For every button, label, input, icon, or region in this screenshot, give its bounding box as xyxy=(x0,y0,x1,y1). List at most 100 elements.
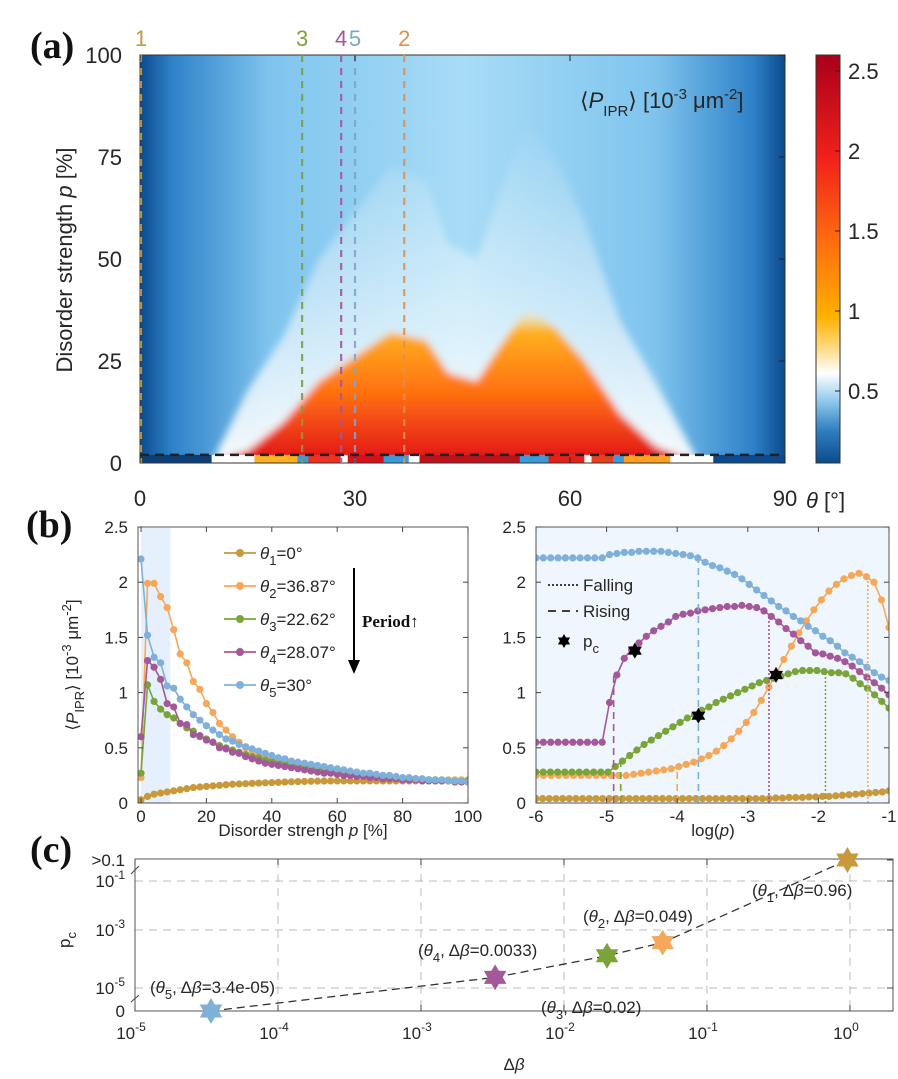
data-point xyxy=(742,718,750,727)
y-tick-label: 2 xyxy=(517,573,526,592)
data-point xyxy=(569,554,577,562)
data-point xyxy=(658,794,667,803)
x-tick-label: -1 xyxy=(881,807,896,826)
data-point xyxy=(327,764,335,772)
data-point xyxy=(778,794,787,802)
data-point xyxy=(539,768,547,776)
data-point xyxy=(613,671,621,679)
data-point xyxy=(832,792,840,800)
series-θ1 xyxy=(536,787,889,803)
data-point xyxy=(138,769,145,777)
heatmap-cell xyxy=(340,454,348,463)
y-tick-label: 0 xyxy=(110,451,122,476)
data-point xyxy=(209,726,217,734)
y-tick-label: 2 xyxy=(119,573,128,592)
data-point xyxy=(547,554,555,562)
data-point xyxy=(274,761,282,770)
data-point xyxy=(228,748,237,756)
data-point xyxy=(248,755,256,763)
data-point xyxy=(170,787,178,795)
data-point xyxy=(261,779,269,787)
data-point xyxy=(665,794,673,803)
x-tick-label: 60 xyxy=(328,807,347,826)
data-point xyxy=(755,679,763,687)
data-point xyxy=(585,794,593,803)
data-point xyxy=(255,747,263,755)
data-point xyxy=(647,736,655,744)
data-point xyxy=(605,794,613,803)
data-point xyxy=(804,622,812,630)
data-point xyxy=(183,721,191,729)
data-point xyxy=(554,554,562,562)
data-point xyxy=(611,762,619,771)
data-point xyxy=(620,654,628,662)
x-tick-label: 60 xyxy=(558,486,582,511)
data-point xyxy=(313,761,322,770)
y-tick-label: 0.5 xyxy=(104,739,128,758)
pc-point-θ4 xyxy=(483,964,507,991)
data-point xyxy=(552,794,560,803)
data-point xyxy=(215,781,224,789)
line-chart-right: -6 -5 -4 -3 -2 -1 0 0.5 1 1.5 2 2.5 Falling Rising pc… xyxy=(502,518,896,840)
data-point xyxy=(222,735,230,743)
heatmap-title: ⟨PIPR⟩ [10-3 μm-2] xyxy=(580,86,744,120)
data-point xyxy=(730,602,739,611)
data-point xyxy=(811,627,820,635)
data-point xyxy=(645,794,653,803)
data-point xyxy=(662,727,670,735)
angle-marker-label: 5 xyxy=(349,26,361,51)
data-point xyxy=(300,766,309,774)
data-point xyxy=(757,696,765,704)
data-point xyxy=(738,575,746,583)
data-point xyxy=(248,745,256,753)
data-point xyxy=(842,670,850,678)
angle-marker-label: 3 xyxy=(296,26,308,51)
data-point xyxy=(738,601,746,609)
x-tick-label: -6 xyxy=(528,807,543,826)
data-point xyxy=(675,762,683,771)
y-tick-label: 0 xyxy=(517,794,526,813)
data-point xyxy=(632,794,640,803)
data-point xyxy=(561,738,570,746)
data-point xyxy=(797,637,805,645)
data-point xyxy=(150,663,158,671)
data-point xyxy=(845,791,853,799)
data-point xyxy=(841,658,849,666)
heatmap-cell xyxy=(623,454,671,463)
data-point xyxy=(863,663,871,671)
colorbar-tick-label: 2.5 xyxy=(848,59,879,84)
point-annotation: (θ1, Δβ=0.96) xyxy=(752,881,852,905)
data-point xyxy=(760,607,768,615)
data-point xyxy=(885,623,889,632)
data-point xyxy=(138,733,145,741)
data-point xyxy=(605,698,614,707)
data-point xyxy=(745,580,753,589)
legend-label: θ3=22.62° xyxy=(260,610,336,634)
data-point xyxy=(676,718,684,727)
data-point xyxy=(327,777,335,785)
data-point xyxy=(753,603,761,612)
x-tick-label: 80 xyxy=(393,807,412,826)
data-point xyxy=(359,769,367,777)
data-point xyxy=(819,632,827,640)
data-point xyxy=(235,780,243,788)
data-point xyxy=(307,767,315,775)
data-point xyxy=(745,794,753,803)
pc-point-θ3 xyxy=(595,942,619,969)
legend-label: θ2=36.87° xyxy=(260,577,336,601)
data-point xyxy=(712,794,720,803)
data-point xyxy=(660,766,668,774)
data-point xyxy=(248,779,256,787)
data-point xyxy=(313,777,322,785)
y-tick-label: 1 xyxy=(119,684,128,703)
data-point xyxy=(730,570,739,579)
data-point xyxy=(300,777,309,786)
data-point xyxy=(682,760,690,768)
data-point xyxy=(340,766,348,774)
data-point xyxy=(791,668,799,676)
legend-pc-marker xyxy=(557,634,571,648)
data-point xyxy=(732,794,740,803)
data-point xyxy=(222,726,230,734)
data-point xyxy=(222,781,230,789)
data-point xyxy=(163,711,171,719)
